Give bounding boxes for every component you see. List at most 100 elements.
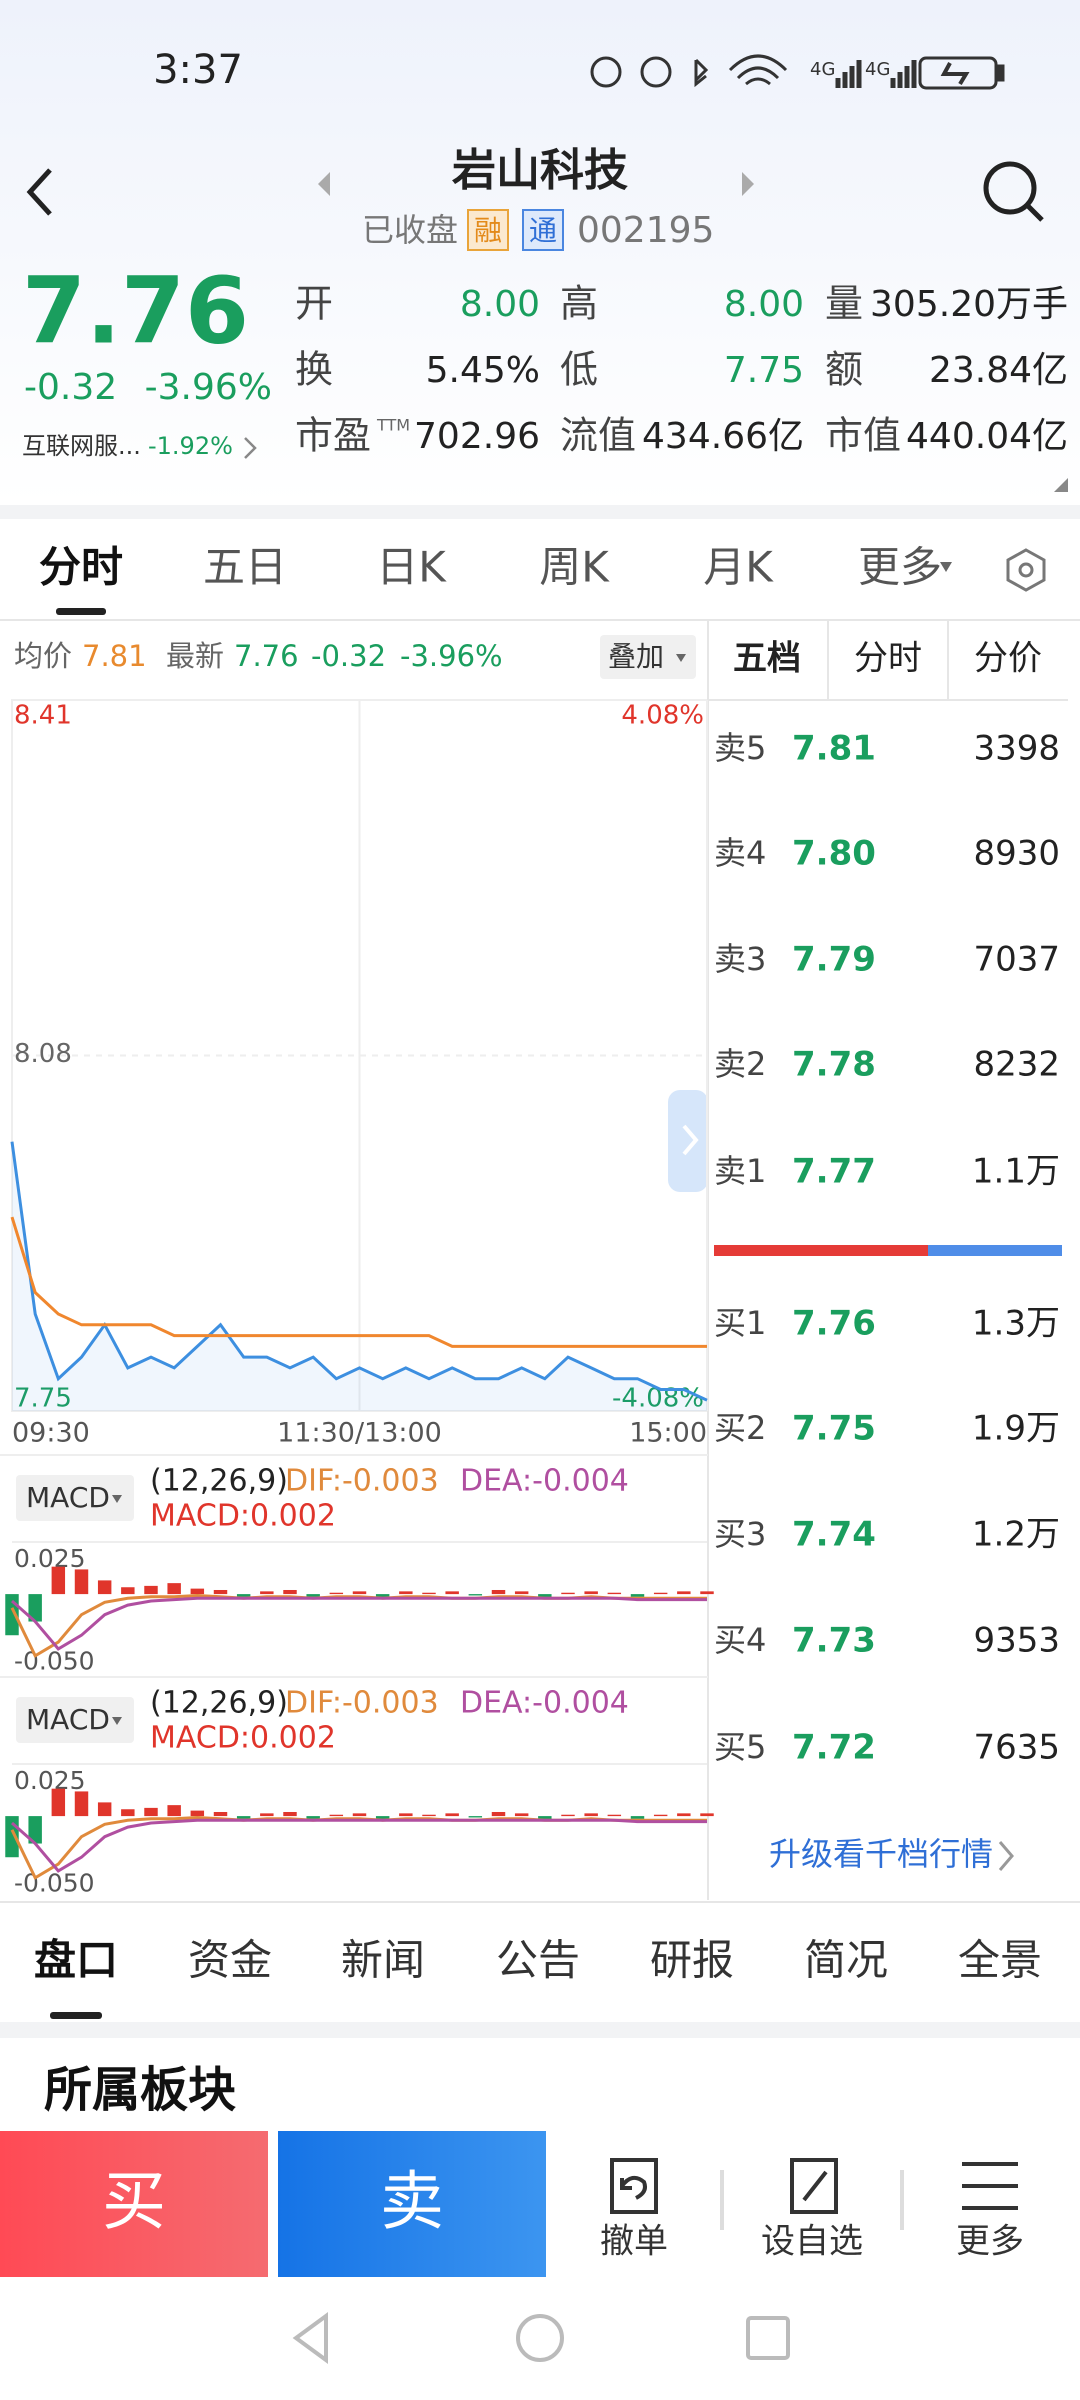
chart-tab[interactable]: 分时	[39, 543, 123, 592]
chart-tab[interactable]: 更多	[858, 543, 942, 592]
macd-bar	[28, 1816, 42, 1844]
macd-bar	[97, 1802, 112, 1817]
book-volume: 1.3万	[972, 1304, 1060, 1344]
indicator-params: (12,26,9)	[150, 1464, 288, 1499]
detail-tab[interactable]: 公告	[496, 1936, 580, 1985]
x-tick-label: 09:30	[12, 1418, 90, 1449]
chart-tab[interactable]: 月K	[703, 543, 774, 592]
macd-bar	[561, 1592, 575, 1595]
book-price: 7.79	[792, 940, 876, 980]
nav-bar	[292, 2312, 790, 2364]
nav-home[interactable]	[516, 2314, 564, 2362]
badge: 融	[474, 214, 502, 247]
book-price: 7.78	[792, 1045, 876, 1085]
macd-bar	[445, 1591, 459, 1595]
overlay-label[interactable]: 叠加	[608, 640, 664, 673]
detail-tab[interactable]: 新闻	[341, 1936, 425, 1985]
prev-stock[interactable]	[318, 172, 330, 196]
macd-bar	[700, 1813, 714, 1817]
macd-bar	[445, 1813, 459, 1817]
upgrade-link[interactable]: 升级看千档行情	[769, 1835, 993, 1873]
y-tick-label: 0.025	[14, 1544, 86, 1573]
dif-line	[10, 1815, 707, 1880]
book-label: 买3	[714, 1515, 766, 1553]
detail-tab[interactable]: 盘口	[34, 1936, 118, 1985]
field-label: 流值	[560, 414, 636, 458]
macd-bar	[584, 1813, 598, 1817]
latest-change: -0.32	[311, 639, 386, 673]
avg-line	[10, 1216, 707, 1348]
nav-recent[interactable]	[746, 2316, 790, 2360]
tool-label[interactable]: 撤单	[600, 2222, 668, 2262]
buy-label[interactable]: 买	[102, 2166, 166, 2240]
stock-code: 002195	[577, 210, 714, 251]
macd-bar	[375, 1594, 390, 1599]
field-label: 开	[295, 282, 333, 326]
dea-label: DEA:-0.004	[460, 1686, 629, 1721]
book-label: 卖2	[714, 1045, 766, 1083]
field-value: 8.00	[724, 284, 804, 325]
indicator-selector[interactable]	[16, 1697, 134, 1743]
macd-bar	[167, 1805, 181, 1817]
tool-label[interactable]: 更多	[956, 2222, 1024, 2262]
book-tab[interactable]: 分时	[854, 639, 922, 679]
overlay-caret	[676, 654, 686, 662]
sell-button[interactable]	[278, 2131, 546, 2277]
nav-back[interactable]	[292, 2312, 328, 2364]
book-volume: 1.9万	[972, 1409, 1060, 1449]
macd-bar	[283, 1589, 297, 1595]
y-tick-label: 8.41	[14, 701, 72, 731]
settings-button[interactable]	[1006, 548, 1046, 592]
detail-tab[interactable]: 简况	[804, 1936, 888, 1985]
dif-line	[10, 1593, 707, 1658]
macd-bar	[51, 1788, 66, 1817]
detail-tab[interactable]: 全景	[958, 1936, 1042, 1985]
macd-bar	[561, 1814, 575, 1817]
book-price: 7.72	[792, 1728, 876, 1768]
next-stock[interactable]	[742, 172, 754, 196]
macd-bar	[491, 1589, 506, 1595]
indicator-selector[interactable]	[16, 1475, 134, 1521]
book-price: 7.76	[792, 1304, 876, 1344]
field-value: 434.66亿	[642, 416, 804, 457]
macd-bar	[306, 1816, 320, 1819]
expand-corner[interactable]	[1054, 478, 1068, 492]
book-label: 卖1	[714, 1152, 766, 1190]
latest-change-pct: -3.96%	[400, 639, 503, 673]
indicator-params: (12,26,9)	[150, 1686, 288, 1721]
handle-arrow	[682, 1124, 699, 1156]
book-tab[interactable]: 分价	[974, 639, 1042, 679]
chart-tab[interactable]: 日K	[376, 543, 447, 592]
book-tab[interactable]: 五档	[733, 639, 801, 679]
chart-tab[interactable]: 五日	[203, 543, 287, 592]
panel-handle[interactable]	[668, 1090, 708, 1192]
book-label: 买4	[714, 1621, 766, 1659]
macd-bar	[468, 1594, 483, 1596]
macd-bar	[144, 1807, 158, 1817]
book-price: 7.77	[792, 1152, 876, 1192]
macd-bar	[260, 1813, 274, 1817]
detail-tab[interactable]: 研报	[650, 1936, 734, 1985]
tool-icons	[610, 2158, 1018, 2230]
search-button[interactable]	[983, 161, 1044, 222]
chart-tab[interactable]: 周K	[539, 543, 610, 592]
tool-label[interactable]: 设自选	[761, 2222, 863, 2262]
book-price: 7.74	[792, 1515, 876, 1555]
book-volume: 8232	[973, 1045, 1060, 1085]
overlay-button[interactable]	[600, 635, 696, 679]
field-sup: TTM	[376, 416, 410, 435]
sector-chevron[interactable]	[244, 437, 257, 459]
buy-button[interactable]	[0, 2131, 268, 2277]
sell-label[interactable]: 卖	[380, 2166, 444, 2240]
detail-tab[interactable]: 资金	[188, 1936, 272, 1985]
book-volume: 3398	[973, 729, 1060, 769]
macd-bar	[236, 1594, 251, 1597]
macd-bar	[538, 1594, 552, 1599]
sector-name[interactable]: 互联网服...	[22, 432, 141, 460]
macd-bar	[260, 1591, 274, 1595]
macd-bar	[51, 1566, 66, 1595]
indicator-name[interactable]: MACD	[26, 1703, 110, 1736]
back-button[interactable]	[26, 168, 52, 216]
field-label: 换	[295, 348, 333, 392]
indicator-name[interactable]: MACD	[26, 1481, 110, 1514]
